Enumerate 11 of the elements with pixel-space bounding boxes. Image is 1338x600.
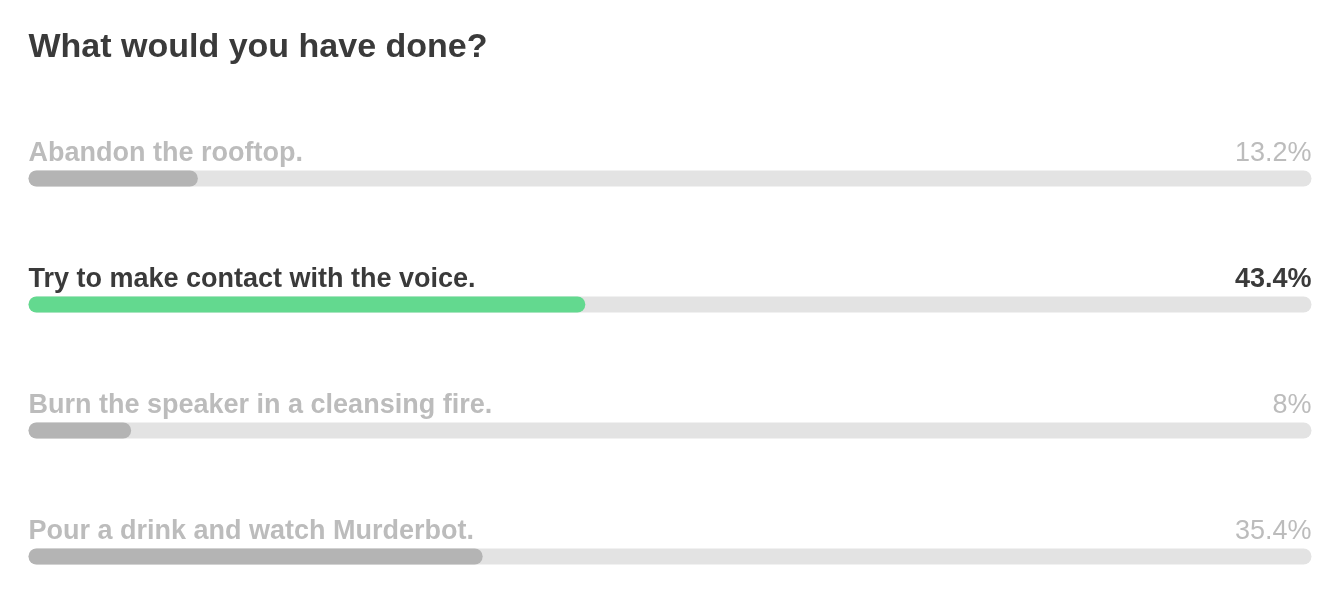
data-label: 35.4%	[1234, 514, 1312, 545]
bar	[28, 422, 132, 439]
y-tick-label: Abandon the rooftop.	[28, 136, 303, 167]
chart-title: What would you have done?	[28, 25, 488, 64]
data-label: 8%	[1272, 388, 1312, 419]
y-tick-label: Burn the speaker in a cleansing fire.	[28, 388, 493, 419]
y-tick-label: Try to make contact with the voice.	[28, 262, 476, 293]
bar	[28, 170, 198, 187]
y-tick-label: Pour a drink and watch Murderbot.	[28, 514, 475, 545]
data-label: 13.2%	[1234, 136, 1312, 167]
data-label: 43.4%	[1234, 262, 1312, 293]
